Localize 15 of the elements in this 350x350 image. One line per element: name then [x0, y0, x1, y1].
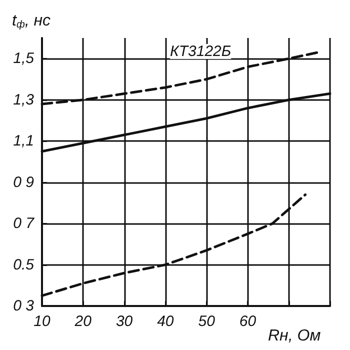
x-tick-label: 60 — [239, 313, 257, 330]
x-tick-label: 40 — [157, 313, 174, 330]
annotation: КТ3122Б — [170, 43, 232, 60]
x-tick-label: 20 — [74, 313, 92, 330]
y-tick-label: 1,1 — [13, 132, 34, 150]
x-tick-label: 10 — [34, 313, 51, 330]
x-axis-title: Rн, Ом — [268, 328, 321, 344]
y-tick-label: 1,5 — [13, 50, 35, 68]
y-tick-label: 0 7 — [13, 215, 35, 232]
y-tick-label: 0.5 — [13, 256, 35, 274]
y-tick-label: 1,3 — [13, 91, 35, 108]
x-tick-label: 30 — [116, 313, 134, 330]
y-tick-label: 0 9 — [13, 174, 35, 191]
x-tick-label: 50 — [198, 313, 216, 330]
y-tick-label: 0 3 — [13, 298, 35, 314]
